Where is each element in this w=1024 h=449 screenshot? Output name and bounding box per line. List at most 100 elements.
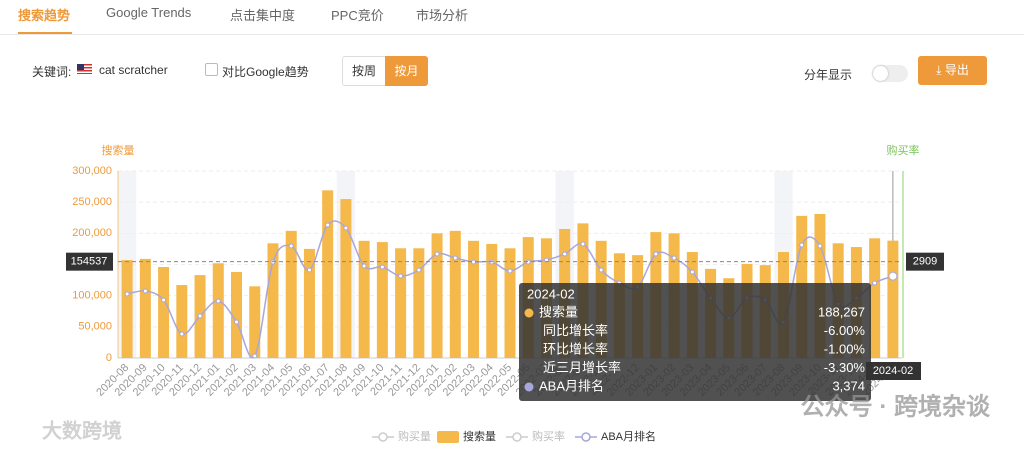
month-button[interactable]: 按月	[385, 56, 428, 86]
watermark: 大数跨境	[42, 418, 122, 442]
rank-point	[580, 241, 586, 247]
y-tick-label: 250,000	[72, 196, 112, 208]
divider	[0, 34, 1024, 35]
bar	[358, 240, 370, 358]
rank-point	[288, 243, 294, 249]
rank-point	[471, 259, 477, 265]
rank-point	[817, 243, 823, 249]
crosshair-x-label: 2024-02	[873, 365, 913, 377]
rank-point	[215, 298, 221, 304]
rank-point	[653, 251, 659, 257]
rank-point	[142, 288, 148, 294]
bar	[413, 248, 425, 358]
bar	[303, 248, 315, 358]
bar	[468, 240, 480, 358]
tab[interactable]: 搜索趋势	[18, 8, 71, 23]
rank-point	[325, 222, 331, 228]
bar	[486, 243, 498, 358]
tooltip-value: 188,267	[818, 304, 865, 319]
y-tick-label: 0	[106, 352, 112, 364]
keyword: cat scratcher	[99, 63, 168, 77]
y-axis-label: 搜索量	[102, 143, 135, 157]
tooltip-label: ABA月排名	[539, 378, 604, 393]
tab[interactable]: 点击集中度	[230, 8, 296, 23]
rank-point	[124, 291, 130, 297]
rank-point	[671, 255, 677, 261]
rank-point	[197, 313, 203, 319]
tab[interactable]: Google Trends	[106, 5, 192, 20]
rank-point	[361, 263, 367, 269]
tab-underline	[18, 32, 72, 34]
legend-icon	[512, 432, 522, 442]
export-button[interactable]: ⤓ 导出	[918, 56, 987, 85]
bar	[376, 242, 388, 358]
tooltip-label: 环比增长率	[543, 341, 608, 356]
crosshair-left-label: 154537	[71, 256, 108, 268]
rank-point	[161, 297, 167, 303]
tooltip-value: -1.00%	[824, 341, 866, 356]
tooltip-value: -3.30%	[824, 360, 866, 375]
rank-point	[252, 353, 258, 359]
rank-point	[872, 280, 878, 286]
yearly-label: 分年显示	[804, 68, 853, 82]
legend-label: 购买率	[532, 429, 565, 443]
y-tick-label: 100,000	[72, 290, 112, 302]
tab[interactable]: 市场分析	[416, 8, 469, 23]
bar	[249, 286, 261, 358]
legend-label: 搜索量	[463, 429, 496, 443]
watermark: 公众号 · 跨境杂谈	[801, 392, 991, 420]
bar	[431, 233, 443, 358]
legend-label: ABA月排名	[601, 429, 656, 443]
y-tick-label: 300,000	[72, 165, 112, 177]
rank-point	[598, 267, 604, 273]
crosshair-label-bg	[866, 362, 921, 380]
export-label[interactable]: 导出	[944, 63, 969, 77]
bar	[504, 248, 516, 358]
bar	[285, 230, 297, 358]
right-axis-label: 购买率	[887, 143, 920, 157]
bar	[869, 238, 881, 358]
rank-point	[507, 268, 513, 274]
keyword-label: 关键词:	[32, 65, 72, 79]
rank-point	[179, 331, 185, 337]
rank-point	[306, 267, 312, 273]
legend-icon	[437, 431, 459, 443]
tooltip-label: 同比增长率	[543, 323, 608, 338]
rank-point	[343, 225, 349, 231]
bar	[121, 260, 133, 358]
bar	[887, 240, 899, 358]
rank-point	[416, 267, 422, 273]
bar	[449, 230, 461, 358]
bar	[267, 243, 279, 358]
crosshair-label-bg	[906, 252, 944, 271]
tooltip-label: 搜索量	[539, 304, 578, 319]
rank-point	[379, 264, 385, 270]
rank-point	[799, 242, 805, 248]
compare-label[interactable]: 对比Google趋势	[222, 65, 309, 79]
toggle[interactable]	[872, 65, 908, 82]
checkbox[interactable]	[205, 63, 218, 76]
bar	[139, 258, 151, 358]
rank-point	[452, 255, 458, 261]
rank-point	[434, 251, 440, 257]
bar	[158, 266, 170, 358]
tooltip-label: 近三月增长率	[543, 360, 621, 375]
rank-point	[888, 271, 898, 281]
legend-label: 购买量	[398, 429, 431, 443]
y-tick-label: 50,000	[78, 321, 112, 333]
bar	[212, 263, 224, 358]
tooltip-dot	[524, 382, 534, 392]
tooltip-title: 2024-02	[527, 286, 575, 301]
bar	[231, 271, 243, 358]
bar	[340, 199, 352, 358]
legend-icon	[581, 432, 591, 442]
crosshair-label-bg	[66, 252, 113, 271]
bar	[395, 248, 407, 358]
tooltip-dot	[524, 308, 534, 318]
bar	[176, 285, 188, 358]
tooltip	[519, 283, 871, 401]
rank-point	[562, 251, 568, 257]
tab[interactable]: PPC竞价	[331, 8, 384, 23]
